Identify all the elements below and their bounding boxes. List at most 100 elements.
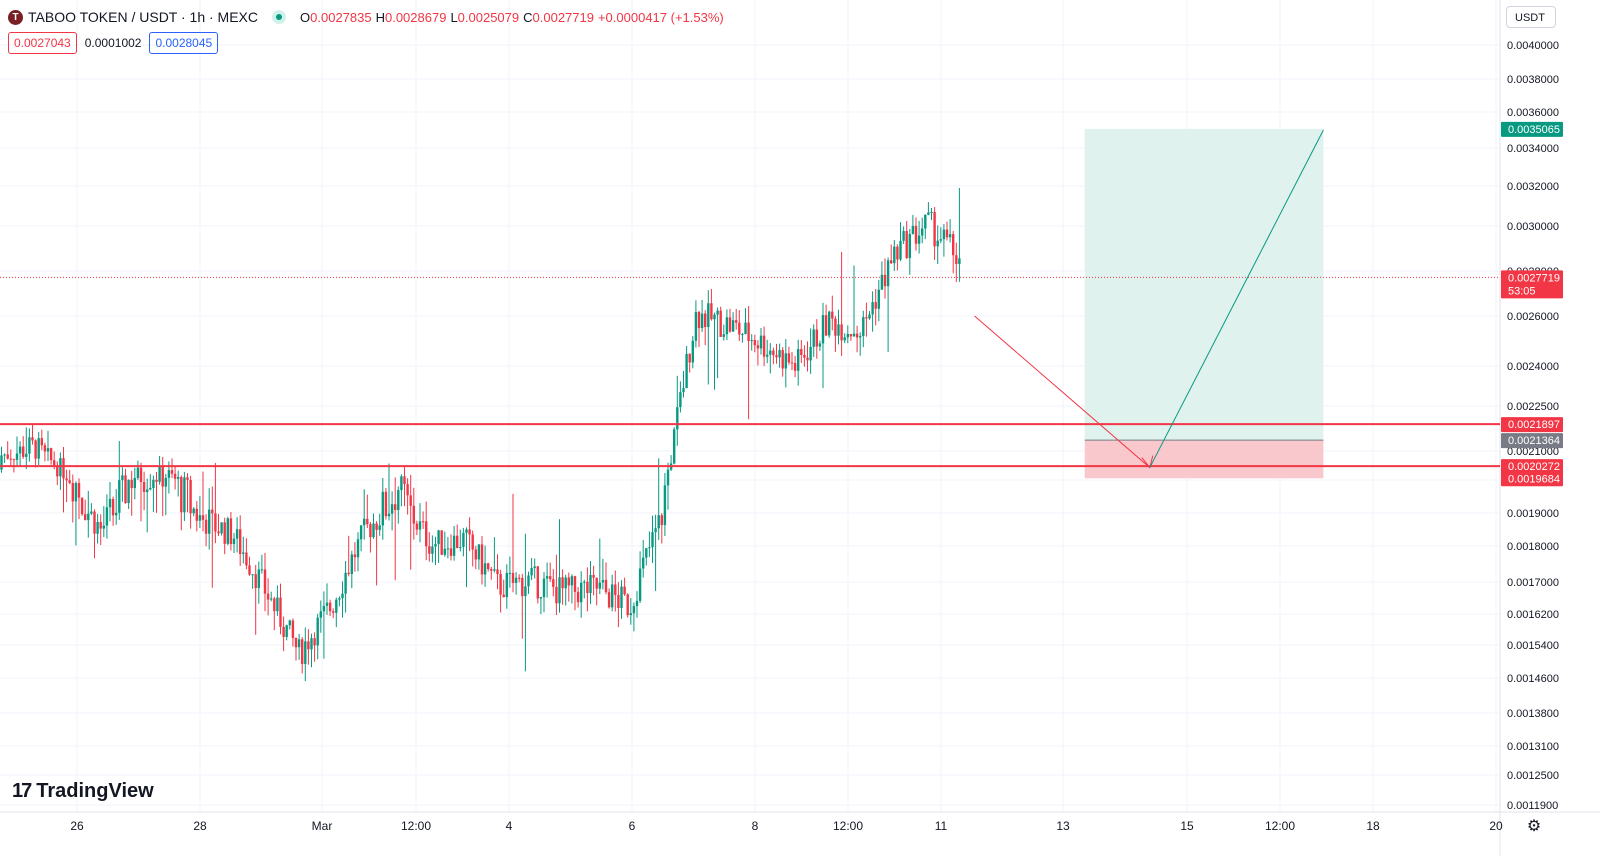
- candle-body-90: [279, 597, 282, 627]
- candle-body-185: [573, 576, 577, 592]
- candle-body-275: [852, 333, 856, 337]
- candle-body-25: [77, 483, 81, 498]
- candle-body-71: [220, 522, 223, 534]
- candle-body-267: [828, 311, 831, 336]
- price-label-5: 0.0019684: [1508, 473, 1560, 485]
- candle-body-141: [437, 530, 440, 545]
- candle-body-104: [322, 605, 326, 612]
- candle-body-230: [713, 314, 716, 320]
- candle-body-27: [84, 514, 87, 521]
- candle-body-238: [738, 322, 741, 335]
- candle-body-119: [369, 524, 372, 538]
- y-tick-label-19: 0.0013100: [1507, 741, 1559, 753]
- candle-body-260: [806, 357, 809, 361]
- countdown-label: 53:05: [1508, 285, 1536, 297]
- low-key: L: [450, 9, 458, 25]
- candle-body-109: [338, 598, 341, 600]
- candle-body-45: [139, 467, 143, 482]
- candle-body-8: [25, 453, 28, 457]
- candle-body-125: [387, 513, 391, 517]
- candle-body-180: [558, 577, 561, 604]
- candle-body-63: [195, 508, 198, 521]
- candle-body-136: [421, 521, 425, 523]
- candle-body-118: [366, 518, 369, 525]
- candle-body-17: [53, 460, 56, 466]
- buy-button[interactable]: 0.0028045: [149, 32, 219, 54]
- candle-body-69: [214, 513, 217, 532]
- candle-body-155: [480, 544, 484, 575]
- open-value: 0.0027835: [310, 9, 372, 25]
- candle-body-138: [428, 546, 431, 554]
- candle-body-179: [555, 586, 558, 604]
- y-tick-label-4: 0.0032000: [1507, 181, 1559, 193]
- candle-body-12: [37, 438, 40, 459]
- candle-body-64: [198, 515, 202, 521]
- candle-body-49: [152, 479, 155, 488]
- y-tick-label-12: 0.0019000: [1507, 508, 1559, 520]
- y-tick-label-10: 0.0021000: [1507, 446, 1559, 458]
- candle-body-98: [304, 641, 307, 664]
- candle-body-112: [347, 572, 350, 575]
- candle-body-26: [80, 497, 84, 515]
- candle-body-135: [418, 521, 422, 530]
- candle-body-35: [108, 498, 112, 508]
- candle-body-296: [917, 235, 921, 244]
- candle-body-244: [756, 345, 760, 349]
- candle-body-65: [201, 515, 205, 520]
- candle-body-101: [313, 638, 316, 646]
- candle-body-81: [251, 574, 254, 576]
- candle-body-212: [657, 515, 660, 529]
- candle-body-252: [781, 350, 784, 369]
- candle-body-259: [803, 354, 806, 358]
- candle-body-174: [539, 597, 543, 599]
- candle-body-151: [468, 529, 471, 535]
- currency-button[interactable]: USDT: [1506, 6, 1556, 28]
- candle-body-24: [74, 483, 78, 502]
- candle-body-243: [753, 340, 756, 346]
- candle-body-38: [118, 480, 121, 513]
- candle-body-51: [158, 465, 161, 482]
- candle-body-22: [68, 480, 71, 483]
- candle-body-218: [676, 407, 679, 430]
- candle-body-68: [211, 509, 214, 514]
- candle-body-20: [62, 458, 65, 479]
- candle-body-103: [319, 611, 322, 618]
- candle-body-231: [716, 310, 719, 315]
- candle-body-144: [446, 548, 450, 550]
- high-value: 0.0028679: [384, 9, 447, 25]
- gear-icon[interactable]: ⚙: [1526, 818, 1542, 835]
- candle-body-222: [688, 353, 691, 363]
- tradingview-logo[interactable]: 17 TradingView: [12, 780, 154, 803]
- candle-body-285: [883, 274, 887, 287]
- candle-body-256: [793, 362, 797, 371]
- candle-body-148: [459, 546, 462, 548]
- candle-body-304: [942, 229, 946, 240]
- candle-body-215: [666, 469, 670, 486]
- candle-body-170: [527, 575, 530, 587]
- y-tick-label-16: 0.0015400: [1507, 640, 1559, 652]
- symbol-title[interactable]: TABOO TOKEN / USDT · 1h · MEXC: [28, 9, 259, 25]
- candle-body-305: [945, 229, 949, 238]
- candle-body-130: [403, 476, 406, 485]
- candle-body-302: [936, 240, 939, 247]
- sell-button[interactable]: 0.0027043: [8, 32, 77, 54]
- candle-body-56: [173, 473, 177, 479]
- change-value: +0.0000417 (+1.53%): [597, 9, 724, 25]
- candle-body-11: [34, 440, 37, 459]
- candle-body-32: [99, 522, 102, 529]
- candle-body-147: [456, 535, 459, 548]
- candle-body-152: [471, 534, 474, 550]
- y-tick-label-9: 0.0022500: [1507, 401, 1559, 413]
- x-tick-label-3: 12:00: [401, 819, 431, 833]
- candle-body-186: [576, 591, 580, 603]
- candle-body-156: [483, 563, 487, 575]
- candle-body-97: [301, 639, 304, 664]
- price-label-4: 0.0020272: [1508, 461, 1560, 473]
- candle-body-84: [260, 569, 264, 571]
- candle-body-131: [406, 484, 409, 496]
- candle-body-59: [183, 477, 186, 513]
- y-tick-label-5: 0.0030000: [1507, 221, 1559, 233]
- candle-body-70: [217, 531, 220, 534]
- candle-body-172: [533, 566, 536, 568]
